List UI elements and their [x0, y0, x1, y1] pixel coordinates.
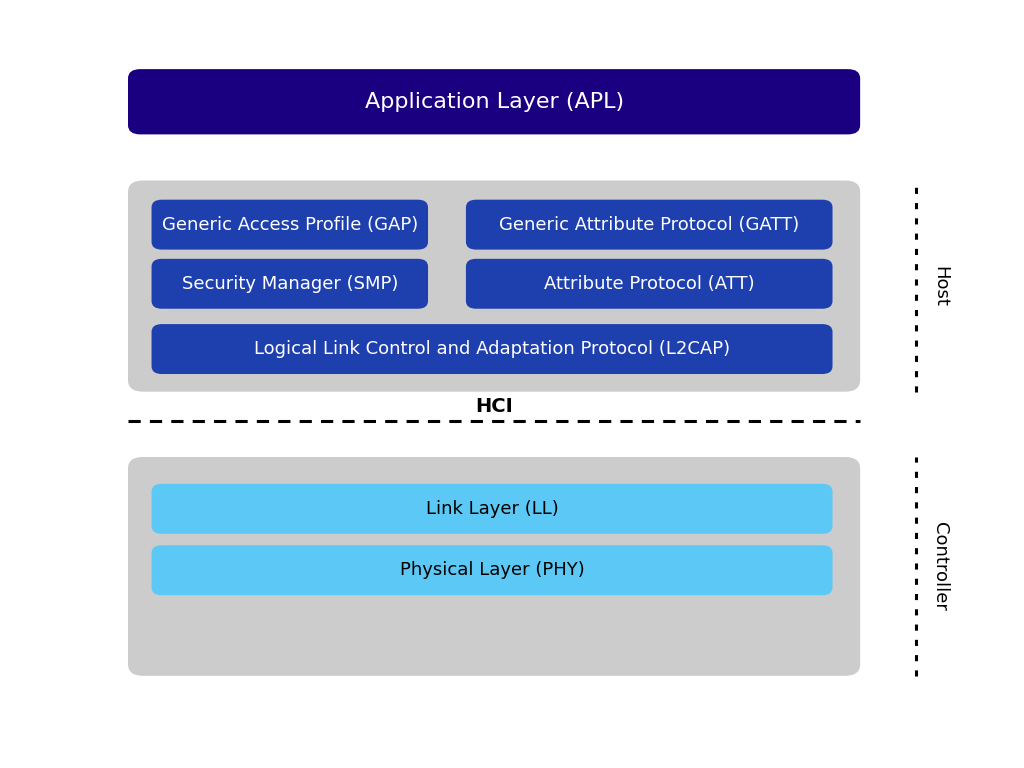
FancyBboxPatch shape	[152, 484, 833, 534]
Text: Link Layer (LL): Link Layer (LL)	[426, 500, 558, 518]
FancyBboxPatch shape	[466, 200, 833, 250]
Text: Controller: Controller	[931, 521, 949, 611]
FancyBboxPatch shape	[152, 200, 428, 250]
Text: Generic Attribute Protocol (GATT): Generic Attribute Protocol (GATT)	[499, 216, 800, 233]
Text: Logical Link Control and Adaptation Protocol (L2CAP): Logical Link Control and Adaptation Prot…	[254, 340, 730, 358]
Text: Host: Host	[931, 266, 949, 307]
FancyBboxPatch shape	[152, 259, 428, 309]
FancyBboxPatch shape	[128, 69, 860, 134]
Text: Physical Layer (PHY): Physical Layer (PHY)	[399, 561, 585, 579]
FancyBboxPatch shape	[466, 259, 833, 309]
FancyBboxPatch shape	[152, 324, 833, 374]
Text: Security Manager (SMP): Security Manager (SMP)	[181, 275, 398, 293]
FancyBboxPatch shape	[152, 545, 833, 595]
Text: Generic Access Profile (GAP): Generic Access Profile (GAP)	[162, 216, 418, 233]
FancyBboxPatch shape	[128, 180, 860, 392]
Text: HCI: HCI	[475, 397, 513, 416]
Text: Attribute Protocol (ATT): Attribute Protocol (ATT)	[544, 275, 755, 293]
Text: Application Layer (APL): Application Layer (APL)	[365, 91, 624, 112]
FancyBboxPatch shape	[128, 457, 860, 676]
